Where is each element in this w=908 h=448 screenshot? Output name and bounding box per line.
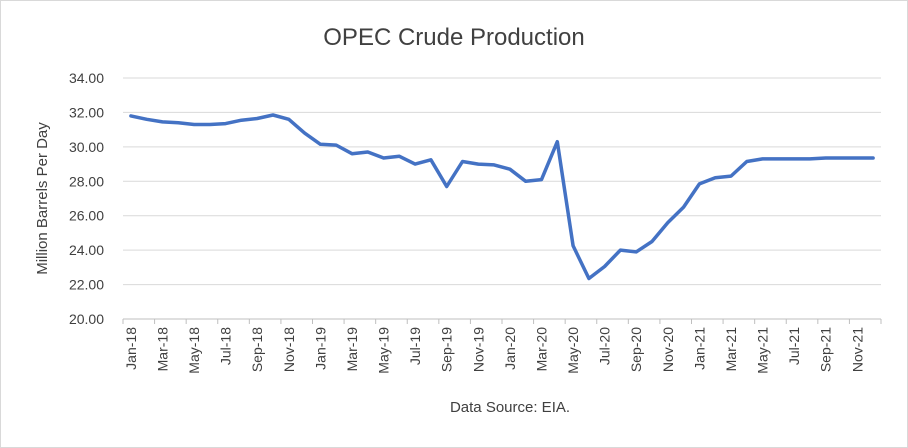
x-tick-label: Sep-20 bbox=[628, 327, 644, 372]
x-tick-label: Sep-19 bbox=[439, 327, 455, 372]
series-layer bbox=[129, 113, 875, 281]
x-tick-label: Sep-21 bbox=[818, 327, 834, 372]
x-tick-label: Jul-21 bbox=[786, 327, 802, 365]
x-tick-label: May-18 bbox=[186, 327, 202, 374]
x-tick-label: Sep-18 bbox=[249, 327, 265, 372]
x-tick-label: Mar-21 bbox=[723, 327, 739, 372]
y-tick-label: 30.00 bbox=[69, 139, 104, 155]
y-tick-label: 24.00 bbox=[69, 242, 104, 258]
x-tick-label: May-20 bbox=[565, 327, 581, 374]
x-tick-label: Jul-18 bbox=[218, 327, 234, 365]
gridlines bbox=[123, 77, 881, 320]
x-tick-label: Mar-19 bbox=[344, 327, 360, 372]
y-tick-label: 32.00 bbox=[69, 104, 104, 120]
x-tick-label: Mar-20 bbox=[533, 327, 549, 372]
x-tick-label: Jan-20 bbox=[502, 327, 518, 370]
y-tick-label: 28.00 bbox=[69, 173, 104, 189]
x-tick-label: Nov-21 bbox=[849, 327, 865, 372]
x-tick-label: Jan-21 bbox=[691, 327, 707, 370]
y-tick-label: 26.00 bbox=[69, 208, 104, 224]
x-tick-label: Nov-20 bbox=[660, 327, 676, 372]
y-tick-label: 22.00 bbox=[69, 277, 104, 293]
series-line bbox=[129, 113, 875, 281]
x-tick-label: May-19 bbox=[376, 327, 392, 374]
x-tick-label: Jul-20 bbox=[597, 327, 613, 365]
x-tick-label: Mar-18 bbox=[154, 327, 170, 372]
chart-title: OPEC Crude Production bbox=[323, 24, 584, 51]
x-tick-label: Nov-18 bbox=[281, 327, 297, 372]
y-axis-ticks: 20.00 22.00 24.00 26.00 28.00 30.00 32.00 34.00 bbox=[69, 70, 104, 327]
x-tick-label: Jan-18 bbox=[123, 327, 139, 370]
x-tick-label: Nov-19 bbox=[470, 327, 486, 372]
y-tick-label: 20.00 bbox=[69, 311, 104, 327]
x-axis-ticks: Jan-18 Mar-18 May-18 Jul-18 Sep-18 Nov-18 Jan-… bbox=[122, 319, 882, 374]
x-tick-label: May-21 bbox=[755, 327, 771, 374]
y-tick-label: 34.00 bbox=[69, 70, 104, 86]
y-axis-label: Million Barrels Per Day bbox=[34, 122, 51, 275]
x-axis-label: Data Source: EIA. bbox=[450, 399, 570, 416]
x-tick-label: Jan-19 bbox=[312, 327, 328, 370]
x-tick-label: Jul-19 bbox=[407, 327, 423, 365]
